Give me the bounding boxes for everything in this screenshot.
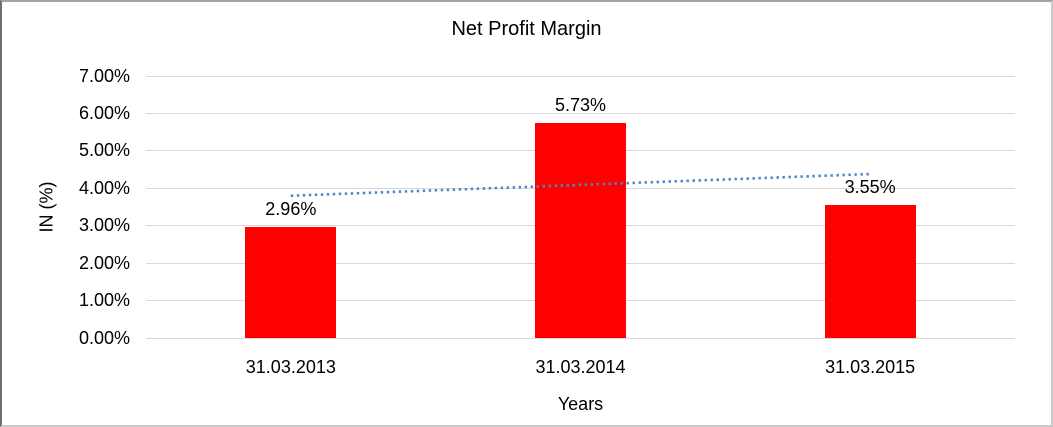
y-axis-tick-label: 3.00% xyxy=(78,215,130,236)
y-axis-tick-label: 1.00% xyxy=(78,290,130,311)
x-axis-line xyxy=(146,337,1015,339)
y-axis-tick-label: 5.00% xyxy=(78,140,130,161)
chart-title: Net Profit Margin xyxy=(451,18,602,40)
bar-31.03.2014 xyxy=(535,123,626,338)
bar-31.03.2013 xyxy=(245,226,337,338)
data-label: 5.73% xyxy=(554,95,607,116)
y-axis-tick-label: 0.00% xyxy=(78,327,130,348)
data-label: 3.55% xyxy=(844,176,896,197)
y-axis-tick-label: 6.00% xyxy=(78,102,130,123)
y-axis-tick-label: 2.00% xyxy=(78,252,130,273)
y-axis-tick-label: 4.00% xyxy=(78,177,130,198)
gridline xyxy=(146,112,1015,114)
y-axis-tick-label: 7.00% xyxy=(78,65,130,86)
gridline xyxy=(146,75,1015,77)
x-axis-tick-label: 31.03.2014 xyxy=(535,357,626,377)
data-label: 2.96% xyxy=(265,198,317,219)
bar-31.03.2015 xyxy=(824,204,916,338)
x-axis-tick-label: 31.03.2013 xyxy=(245,357,336,377)
x-axis-title: Years xyxy=(557,394,604,414)
x-axis-tick-label: 31.03.2015 xyxy=(825,357,916,377)
